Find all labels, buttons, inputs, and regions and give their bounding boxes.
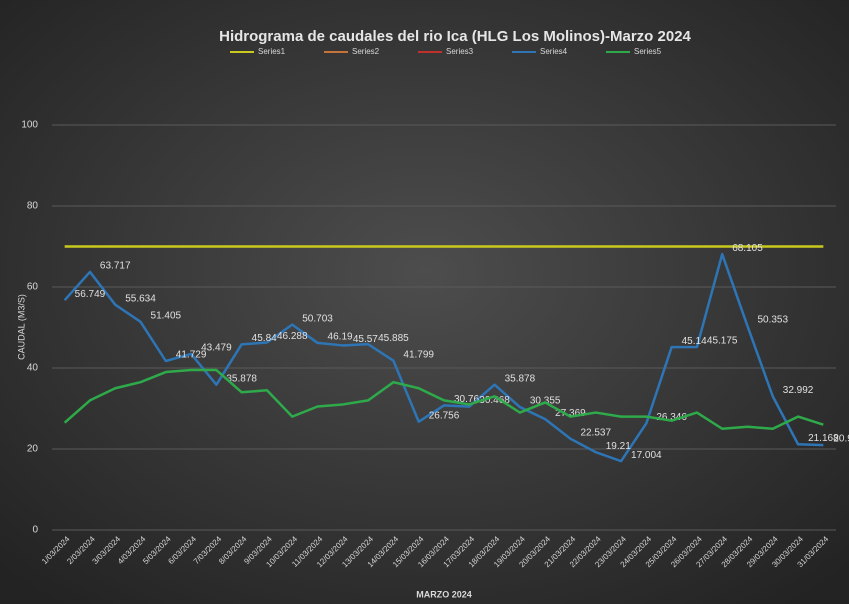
series-line <box>63 368 824 430</box>
series-line <box>63 252 824 463</box>
y-axis-label: CAUDAL (M3/S) <box>16 294 26 360</box>
data-label: 46.288 <box>277 331 308 342</box>
data-label: 46.19 <box>328 332 353 343</box>
data-label: 35.878 <box>505 373 536 384</box>
y-tick-label: 20 <box>27 444 39 455</box>
y-tick-label: 80 <box>27 201 39 212</box>
data-label: 26.346 <box>656 412 687 423</box>
y-tick-label: 100 <box>21 120 38 131</box>
y-tick-label: 60 <box>27 282 39 293</box>
legend-label: Series1 <box>258 47 286 56</box>
legend-label: Series5 <box>634 47 662 56</box>
data-label: 41.729 <box>176 350 207 361</box>
chart-title: Hidrograma de caudales del rio Ica (HLG … <box>219 28 691 45</box>
data-label: 30.76 <box>454 394 479 405</box>
data-label: 45.84 <box>252 333 277 344</box>
data-label: 45.885 <box>378 333 409 344</box>
data-label: 51.405 <box>151 310 182 321</box>
data-label: 68.105 <box>732 243 763 254</box>
data-label: 45.14 <box>682 336 707 347</box>
data-label: 55.634 <box>125 293 156 304</box>
data-label: 50.353 <box>757 315 788 326</box>
data-label: 20.97 <box>833 434 849 445</box>
data-label: 21.168 <box>808 433 839 444</box>
data-label: 45.175 <box>707 336 738 347</box>
data-label: 22.537 <box>580 427 611 438</box>
data-label: 17.004 <box>631 450 662 461</box>
y-tick-label: 40 <box>27 363 39 374</box>
data-label: 27.369 <box>555 408 586 419</box>
data-label: 50.703 <box>302 313 333 324</box>
legend-label: Series2 <box>352 47 380 56</box>
data-label: 32.992 <box>783 385 814 396</box>
data-label: 26.756 <box>429 410 460 421</box>
data-label: 30.468 <box>479 395 510 406</box>
x-axis-label: MARZO 2024 <box>416 589 472 599</box>
legend-label: Series4 <box>540 47 568 56</box>
data-label: 35.878 <box>226 373 257 384</box>
legend-label: Series3 <box>446 47 474 56</box>
data-label: 63.717 <box>100 261 131 272</box>
data-label: 19.21 <box>606 441 631 452</box>
data-label: 43.479 <box>201 343 232 354</box>
data-label: 45.57 <box>353 334 378 345</box>
data-label: 41.799 <box>403 349 434 360</box>
y-tick-label: 0 <box>32 525 38 536</box>
data-label: 56.749 <box>75 289 106 300</box>
